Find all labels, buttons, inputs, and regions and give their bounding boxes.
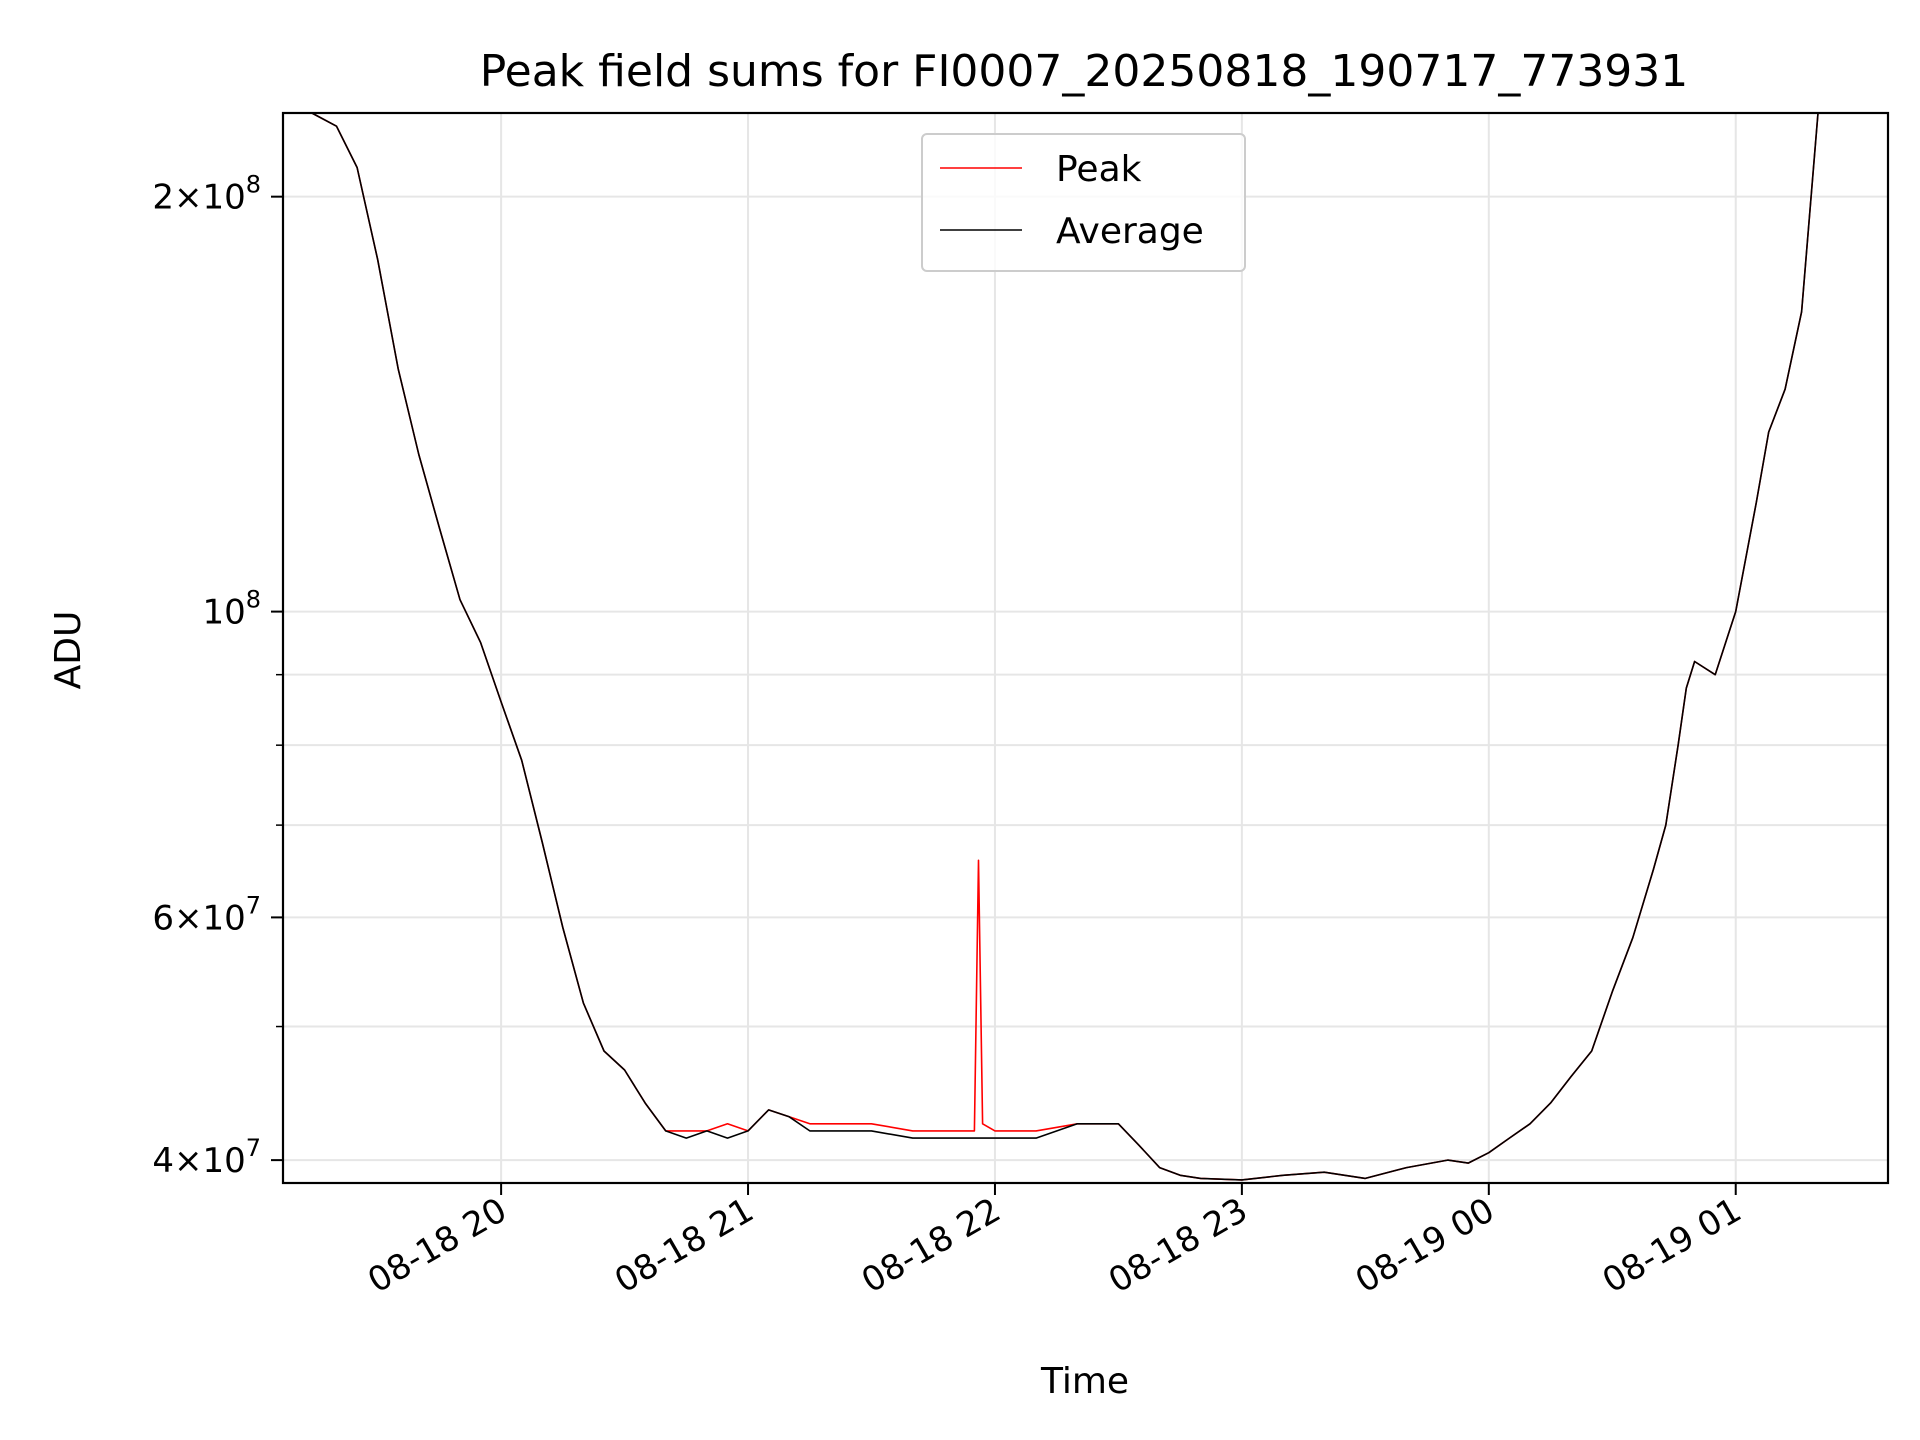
y-axis-label: ADU: [48, 611, 89, 690]
y-tick-label-2: 108: [202, 586, 261, 633]
plot-frame: [281, 111, 1890, 1185]
y-axis-ticks: 4×107 6×107 108 2×108: [152, 171, 283, 1181]
y-tick-label-1: 6×107: [152, 891, 261, 938]
x-axis-label: Time: [1040, 1361, 1129, 1402]
chart-title: Peak field sums for FI0007_20250818_1907…: [480, 46, 1689, 97]
y-tick-label-0: 4×107: [152, 1134, 261, 1181]
legend: Peak Average: [921, 133, 1246, 272]
series-line-average: [311, 112, 1819, 1181]
legend-label-peak: Peak: [1056, 149, 1142, 190]
series-layer: [311, 112, 1819, 1181]
y-tick-label-3: 2×108: [152, 171, 261, 218]
legend-label-average: Average: [1056, 211, 1204, 252]
